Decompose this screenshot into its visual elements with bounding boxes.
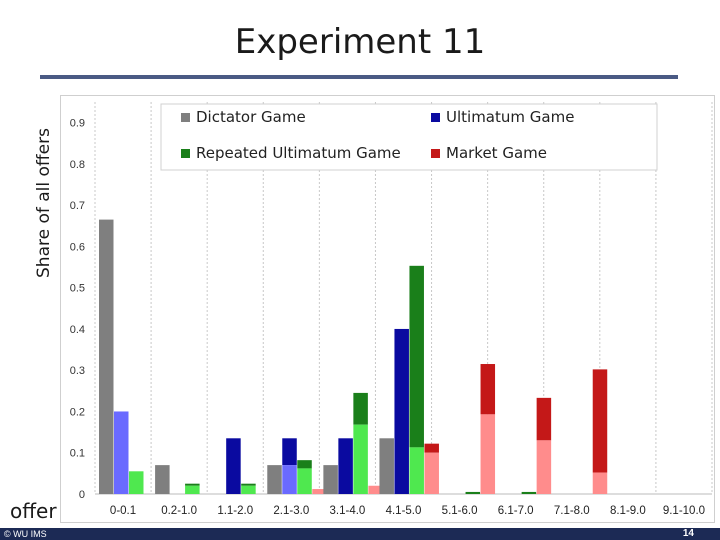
y-tick-label: 0.8	[70, 159, 85, 171]
bar-light-repeated-ultimatum-game-1.1-2.0	[241, 485, 256, 494]
bar-chart: 0 0.1 0.2 0.3 0.4 0.5 0.6 0.7 0.8 0.9 0-0.1 0.2-1.0…	[70, 102, 713, 517]
bar-dictator-game-3.1-4.0	[323, 465, 338, 494]
bar-light-repeated-ultimatum-game-0.2-1.0	[185, 485, 200, 494]
bar-repeated-ultimatum-game-1.1-2.0	[241, 483, 256, 486]
legend-swatch-ultimatum-game	[431, 113, 440, 122]
legend-label: Market Game	[446, 144, 547, 162]
page-number: 14	[682, 528, 694, 539]
bar-repeated-ultimatum-game-4.1-5.0	[409, 265, 424, 448]
legend-label: Dictator Game	[196, 108, 306, 126]
y-tick-label: 0.7	[70, 200, 85, 212]
bar-light-ultimatum-game-0-0.1	[114, 411, 129, 494]
bar-market-game-7.1-8.0	[592, 369, 608, 473]
x-tick-label: 6.1-7.0	[498, 505, 534, 517]
legend-label: Repeated Ultimatum Game	[196, 144, 401, 162]
y-tick-label: 0.6	[70, 241, 85, 253]
x-tick-label: 2.1-3.0	[273, 505, 309, 517]
bar-dictator-game-4.1-5.0	[379, 438, 394, 494]
bar-repeated-ultimatum-game-6.1-7.0	[521, 491, 537, 494]
x-tick-label: 0.2-1.0	[161, 505, 197, 517]
bar-light-market-game-4.1-5.0	[424, 452, 439, 494]
x-tick-label: 3.1-4.0	[330, 505, 366, 517]
y-axis-label: Share of all offers	[34, 128, 54, 278]
x-tick-label: 5.1-6.0	[442, 505, 478, 517]
bar-light-repeated-ultimatum-game-2.1-3.0	[297, 468, 312, 494]
x-tick-label: 8.1-9.0	[610, 505, 646, 517]
bar-light-market-game-3.1-4.0	[368, 485, 383, 494]
x-tick-label: 0-0.1	[110, 505, 136, 517]
y-tick-label: 0.9	[70, 118, 85, 130]
legend-swatch-repeated-ultimatum-game	[181, 149, 190, 158]
bar-light-market-game-7.1-8.0	[592, 472, 608, 494]
y-tick-label: 0.2	[70, 406, 85, 418]
title-underline	[40, 75, 678, 79]
bar-light-ultimatum-game-2.1-3.0	[282, 465, 297, 494]
footer-bar	[0, 528, 720, 540]
bar-light-market-game-2.1-3.0	[312, 489, 327, 494]
bar-repeated-ultimatum-game-0.2-1.0	[185, 483, 200, 486]
bar-light-market-game-5.1-6.0	[480, 414, 496, 494]
bar-dictator-game-0-0.1	[99, 219, 114, 494]
legend-swatch-market-game	[431, 149, 440, 158]
legend-swatch-dictator-game	[181, 113, 190, 122]
bar-dictator-game-0.2-1.0	[155, 465, 170, 494]
y-tick-label: 0.4	[70, 324, 85, 336]
bar-market-game-6.1-7.0	[536, 397, 552, 441]
legend-box	[160, 103, 658, 171]
bar-repeated-ultimatum-game-2.1-3.0	[297, 460, 312, 469]
x-axis-label: offer	[10, 499, 57, 523]
legend-label: Ultimatum Game	[446, 108, 574, 126]
chart-area: 0 0.1 0.2 0.3 0.4 0.5 0.6 0.7 0.8 0.9 0-0.1 0.2-1.0…	[60, 95, 715, 523]
bar-light-repeated-ultimatum-game-4.1-5.0	[409, 447, 424, 494]
bar-market-game-4.1-5.0	[424, 443, 439, 453]
x-tick-label: 1.1-2.0	[217, 505, 253, 517]
bar-dictator-game-2.1-3.0	[267, 465, 282, 494]
y-tick-label: 0.5	[70, 283, 85, 295]
bar-ultimatum-game-3.1-4.0	[338, 438, 353, 494]
bar-light-repeated-ultimatum-game-3.1-4.0	[353, 424, 368, 494]
bar-light-market-game-6.1-7.0	[536, 440, 552, 494]
x-tick-label: 9.1-10.0	[663, 505, 705, 517]
y-tick-label: 0	[79, 489, 85, 501]
x-tick-label: 4.1-5.0	[386, 505, 422, 517]
bar-repeated-ultimatum-game-3.1-4.0	[353, 392, 368, 425]
bar-repeated-ultimatum-game-5.1-6.0	[465, 491, 481, 494]
bar-market-game-5.1-6.0	[480, 364, 496, 415]
x-tick-label: 7.1-8.0	[554, 505, 590, 517]
y-tick-label: 0.1	[70, 448, 85, 460]
slide-title: Experiment 11	[234, 22, 486, 62]
bar-ultimatum-game-1.1-2.0	[226, 438, 241, 494]
y-tick-label: 0.3	[70, 365, 85, 377]
footer-copyright: © WU IMS	[4, 529, 47, 539]
bar-light-repeated-ultimatum-game-0-0.1	[129, 471, 144, 494]
bar-ultimatum-game-2.1-3.0	[282, 438, 297, 466]
bar-ultimatum-game-4.1-5.0	[394, 328, 409, 494]
